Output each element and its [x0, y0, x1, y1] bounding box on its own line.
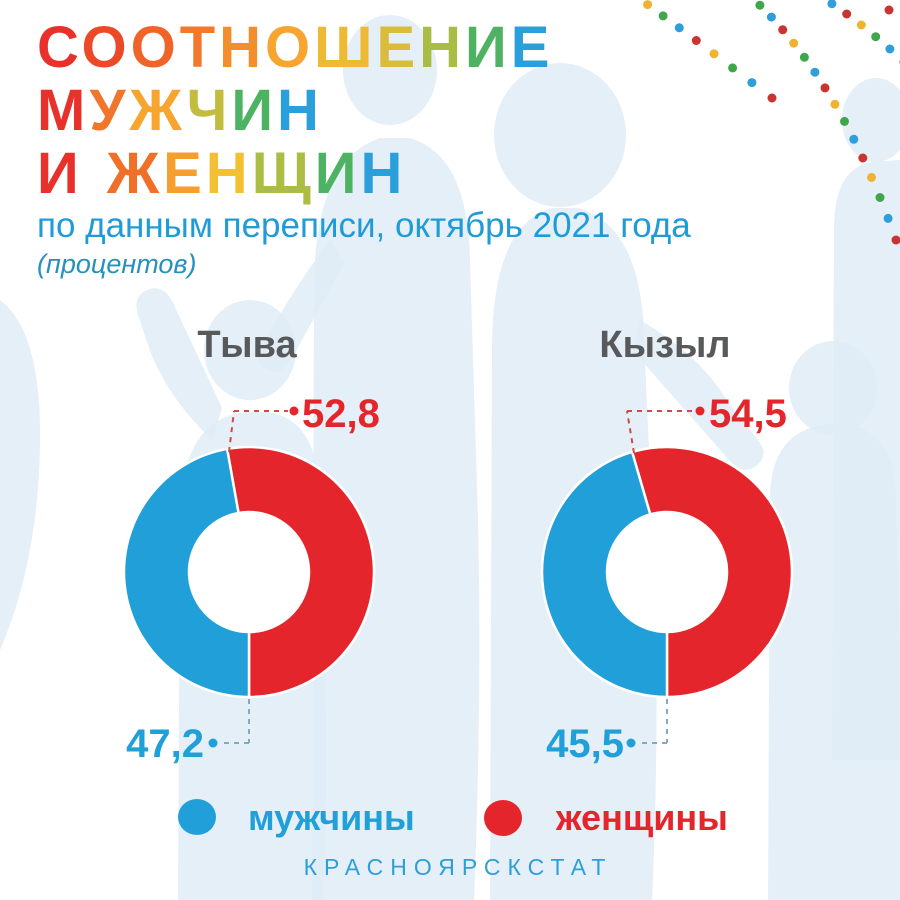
decorative-dot	[875, 193, 885, 202]
donut-chart-Кызыл	[540, 445, 794, 699]
decorative-dot	[789, 38, 799, 48]
decorative-dot	[658, 11, 668, 21]
decorative-dot-strands	[643, 0, 900, 245]
legend-dot-female	[484, 800, 522, 836]
left-edge-silhouette	[0, 300, 41, 650]
callout-dot	[626, 738, 636, 748]
decorative-dot	[728, 63, 738, 73]
decorative-dot	[820, 83, 830, 93]
boy-silhouette-arm	[136, 288, 222, 440]
decorative-dot	[643, 0, 653, 10]
decorative-dot	[891, 235, 900, 245]
man-silhouette-head	[343, 15, 437, 125]
callout-dot	[289, 406, 299, 416]
female-segment	[630, 445, 794, 699]
decorative-dot	[747, 78, 757, 88]
callout-male-tyva	[208, 699, 250, 748]
decorative-dot	[858, 153, 868, 163]
decorative-dot	[827, 0, 837, 9]
male-segment	[122, 447, 251, 699]
main-title: СООТНОШЕНИЕ МУЖЧИН И ЖЕНЩИН	[37, 16, 553, 205]
title-line-2: МУЖЧИН	[37, 78, 323, 143]
decorative-dot	[778, 25, 788, 35]
donut-charts	[122, 445, 794, 699]
decorative-dot	[849, 134, 859, 144]
title-line-3: И ЖЕНЩИН	[37, 141, 407, 206]
man-silhouette-body	[312, 138, 480, 900]
footer-brand: КРАСНОЯРСКСТАТ	[303, 854, 613, 880]
decorative-dot	[884, 5, 894, 15]
decorative-dot	[799, 52, 809, 62]
legend-label-male: мужчины	[248, 797, 415, 838]
chart-title-tyva: Тыва	[197, 324, 297, 366]
teen-silhouette-body	[832, 160, 900, 760]
callout-dot	[208, 738, 218, 748]
decorative-dot	[885, 44, 895, 54]
woman-silhouette-head	[494, 63, 626, 207]
decorative-dot	[691, 36, 701, 45]
subtitle: по данным переписи, октябрь 2021 года	[37, 206, 691, 245]
boy-silhouette-head	[204, 300, 296, 400]
decorative-dot	[842, 9, 852, 19]
callout-dot	[695, 406, 705, 416]
decorative-dot	[709, 49, 719, 59]
value-label-male-kyzyl: 45,5	[546, 722, 624, 766]
decorative-dot	[840, 116, 849, 126]
decorative-dot	[871, 32, 881, 42]
value-label-male-tyva: 47,2	[126, 722, 204, 766]
decorative-dot	[810, 67, 820, 77]
callouts	[208, 406, 705, 748]
decorative-dot	[830, 99, 840, 109]
decorative-dot	[674, 23, 684, 33]
callout-female-tyva	[228, 406, 299, 453]
value-label-female-tyva: 52,8	[302, 392, 380, 436]
value-label-female-kyzyl: 54,5	[709, 392, 787, 436]
decorative-dot	[867, 172, 876, 182]
unit-note: (процентов)	[37, 249, 197, 279]
callout-male-kyzyl	[626, 699, 668, 748]
decorative-dot	[766, 12, 776, 22]
decorative-dot	[755, 0, 765, 10]
decorative-dot	[883, 213, 893, 223]
callout-female-kyzyl	[626, 406, 705, 454]
donut-chart-Тыва	[122, 445, 376, 699]
female-segment	[225, 445, 376, 699]
chart-title-kyzyl: Кызыл	[599, 324, 731, 366]
title-line-1: СООТНОШЕНИЕ	[37, 15, 554, 80]
teen-silhouette-head	[842, 78, 900, 162]
legend-label-female: женщины	[556, 797, 728, 838]
male-segment	[540, 450, 669, 699]
woman-silhouette-arm	[634, 320, 764, 470]
decorative-dot	[767, 93, 777, 103]
legend-dot-male	[178, 799, 216, 835]
decorative-dot	[856, 20, 866, 30]
